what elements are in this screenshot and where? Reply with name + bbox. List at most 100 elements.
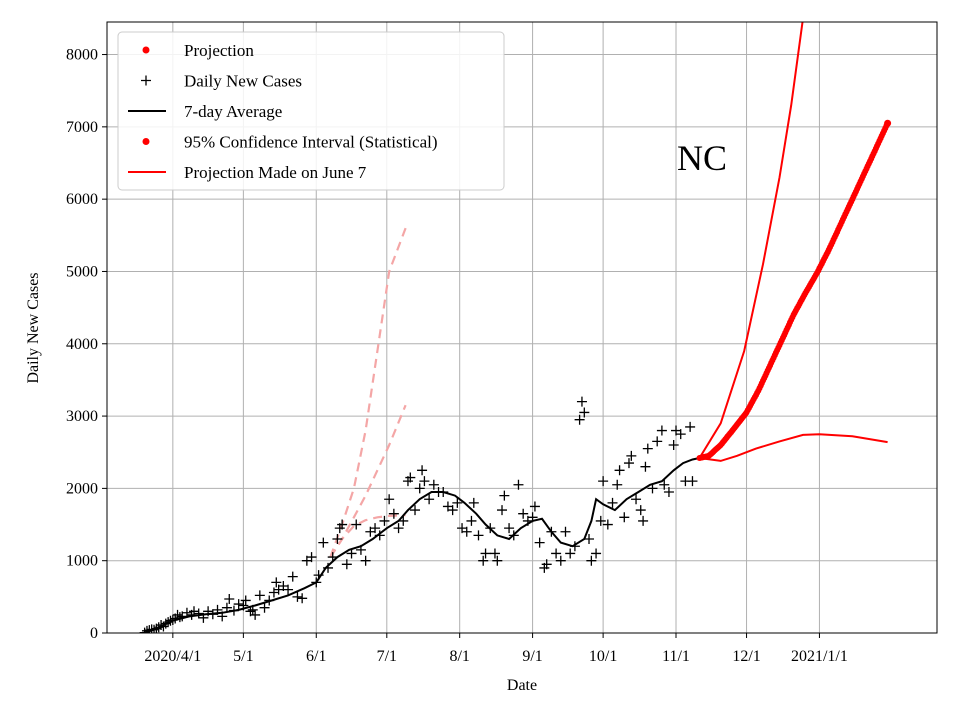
daily-case-marker	[595, 515, 606, 526]
daily-case-marker	[579, 407, 590, 418]
daily-case-marker	[224, 594, 235, 605]
axes: 2020/4/1 5/1 6/1 7/1 8/1 9/1 10/1 11/1 12/1 2021/…	[66, 47, 848, 665]
daily-case-marker	[685, 421, 696, 432]
daily-case-marker	[638, 515, 649, 526]
daily-case-marker	[410, 505, 421, 516]
daily-case-marker	[332, 534, 343, 544]
daily-case-marker	[388, 508, 399, 519]
x-tick-label: 11/1	[662, 648, 690, 665]
legend-label: Projection	[184, 41, 254, 60]
legend-dot-marker	[142, 138, 150, 145]
y-tick-label: 2000	[66, 480, 98, 497]
y-tick-label: 4000	[66, 336, 98, 353]
daily-case-marker	[659, 479, 670, 490]
daily-case-marker	[497, 505, 508, 516]
daily-case-marker	[466, 515, 477, 526]
daily-case-marker	[379, 515, 390, 526]
daily-case-marker	[250, 609, 261, 620]
daily-case-marker	[489, 548, 500, 559]
daily-case-marker	[283, 584, 294, 595]
daily-case-marker	[478, 555, 489, 566]
daily-case-marker	[642, 443, 653, 454]
daily-case-marker	[297, 593, 308, 604]
daily-case-marker	[586, 555, 597, 566]
daily-case-marker	[492, 555, 503, 566]
daily-case-marker	[607, 497, 618, 508]
y-tick-label: 3000	[66, 408, 98, 425]
x-tick-label: 7/1	[377, 648, 397, 665]
legend-label: Projection Made on June 7	[184, 163, 367, 182]
daily-case-marker	[419, 476, 430, 487]
daily-case-marker	[254, 590, 265, 601]
projection-marker	[884, 119, 892, 127]
confidence-lower-line	[699, 433, 888, 462]
y-tick-label: 6000	[66, 191, 98, 208]
legend-label: 7-day Average	[184, 102, 282, 121]
series-layer	[139, 22, 892, 633]
x-tick-label: 6/1	[306, 648, 326, 665]
legend-dot-marker	[142, 46, 150, 54]
daily-case-marker	[584, 534, 595, 544]
daily-case-marker	[447, 505, 458, 516]
daily-case-marker	[461, 526, 472, 537]
seven-day-average-line	[144, 457, 700, 633]
daily-case-marker	[668, 440, 679, 450]
x-tick-label: 5/1	[233, 648, 253, 665]
daily-case-marker	[656, 425, 667, 436]
daily-case-marker	[341, 559, 352, 570]
daily-case-marker	[626, 450, 637, 461]
daily-case-marker	[635, 505, 646, 516]
daily-case-marker	[292, 591, 303, 602]
daily-case-marker	[574, 414, 585, 425]
daily-case-marker	[602, 519, 613, 530]
confidence-upper-line	[698, 22, 804, 459]
daily-case-marker	[417, 465, 428, 476]
x-tick-label: 2021/1/1	[791, 648, 848, 665]
daily-case-marker	[370, 523, 381, 534]
daily-case-marker	[598, 476, 609, 487]
daily-case-marker	[346, 548, 357, 559]
y-tick-label: 0	[90, 625, 98, 642]
daily-case-marker	[623, 458, 634, 469]
daily-case-marker	[551, 548, 562, 559]
daily-case-marker	[306, 552, 317, 563]
daily-case-marker	[233, 599, 244, 610]
legend-box	[117, 31, 505, 191]
daily-case-marker	[480, 548, 491, 559]
projection-series	[696, 119, 892, 461]
daily-case-marker	[614, 465, 625, 476]
plot-frame	[106, 21, 938, 634]
daily-case-marker	[468, 497, 479, 508]
daily-case-marker	[287, 571, 298, 582]
daily-case-marker	[565, 548, 576, 559]
daily-case-marker	[541, 559, 552, 570]
daily-case-marker	[534, 537, 545, 548]
daily-case-marker	[172, 609, 183, 620]
daily-case-marker	[663, 487, 674, 497]
x-tick-label: 2020/4/1	[144, 648, 201, 665]
daily-case-marker	[259, 602, 270, 613]
daily-case-marker	[193, 608, 204, 619]
daily-case-marker	[398, 515, 409, 526]
x-tick-label: 12/1	[732, 648, 760, 665]
daily-case-marker	[529, 501, 540, 512]
legend-label: 95% Confidence Interval (Statistical)	[184, 133, 438, 152]
daily-case-marker	[652, 436, 663, 447]
x-axis-label: Date	[507, 677, 537, 694]
legend-label: Daily New Cases	[184, 72, 302, 91]
legend-plus-marker	[141, 75, 151, 86]
daily-case-marker	[393, 523, 404, 534]
daily-case-marker	[240, 595, 251, 606]
daily-case-marker	[452, 497, 463, 508]
daily-case-marker	[675, 429, 686, 440]
daily-case-marker	[337, 519, 348, 530]
daily-case-marker	[188, 606, 199, 617]
state-label: NC	[677, 138, 727, 178]
y-axis-label: Daily New Cases	[25, 272, 42, 383]
daily-case-marker	[555, 555, 566, 566]
daily-case-marker	[640, 461, 651, 472]
daily-case-marker	[428, 479, 439, 490]
daily-case-marker	[687, 476, 698, 487]
daily-case-marker	[612, 479, 623, 490]
